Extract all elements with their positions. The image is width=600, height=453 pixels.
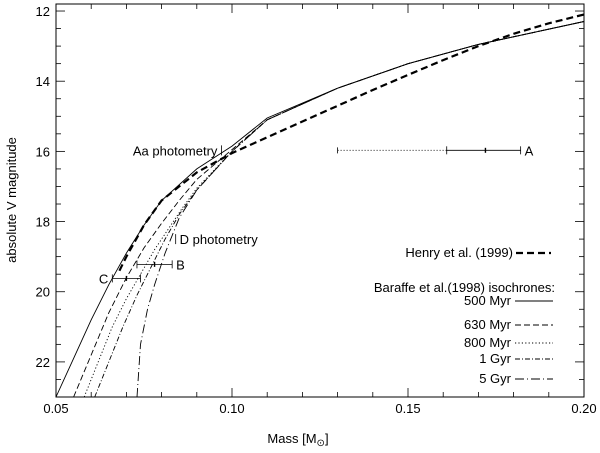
tick-labels-layer: 0.05 0.10 0.15 0.20 12 14 16 18 20 22: [36, 4, 597, 416]
legend-baraffe-title: Baraffe et al.(1998) isochrones:: [374, 280, 555, 295]
y-tick-label: 22: [36, 355, 50, 370]
annotation-d-photometry: D photometry: [180, 232, 259, 247]
y-tick-label: 16: [36, 144, 50, 159]
x-axis-title-main: Mass [M: [267, 431, 316, 446]
series-curve-630-myr: [73, 21, 585, 398]
x-axis-title-sub: ⊙: [317, 438, 325, 449]
legend-label-500myr: 500 Myr: [464, 293, 512, 308]
legend-label-630myr: 630 Myr: [464, 317, 512, 332]
legend-label-800myr: 800 Myr: [464, 335, 512, 350]
x-tick-label: 0.05: [43, 401, 68, 416]
legend: Henry et al. (1999) Baraffe et al.(1998)…: [374, 245, 555, 386]
legend-label-1gyr: 1 Gyr: [479, 351, 511, 366]
x-axis-title: Mass [M⊙]: [267, 431, 328, 449]
y-tick-label: 18: [36, 215, 50, 230]
point-label-a: A: [525, 143, 534, 158]
points-layer: A B C: [99, 143, 534, 286]
series-curve-5-gyr: [136, 21, 585, 398]
x-tick-label: 0.15: [395, 401, 420, 416]
legend-henry-label: Henry et al. (1999): [405, 245, 513, 260]
point-label-b: B: [176, 257, 185, 272]
series-layer: [55, 13, 585, 398]
point-label-c: C: [99, 271, 108, 286]
plot-frame: [55, 3, 585, 398]
y-tick-label: 14: [36, 74, 50, 89]
annotations-layer: Aa photometry D photometry: [133, 143, 258, 247]
y-axis-title: absolute V magnitude: [4, 137, 19, 263]
y-tick-label: 12: [36, 4, 50, 19]
x-tick-label: 0.20: [571, 401, 596, 416]
y-tick-label: 20: [36, 285, 50, 300]
legend-label-5gyr: 5 Gyr: [479, 371, 511, 386]
x-tick-label: 0.10: [219, 401, 244, 416]
series-curve-1-gyr: [94, 21, 585, 398]
annotation-aa-photometry: Aa photometry: [133, 143, 218, 158]
x-axis-title-close: ]: [325, 431, 329, 446]
